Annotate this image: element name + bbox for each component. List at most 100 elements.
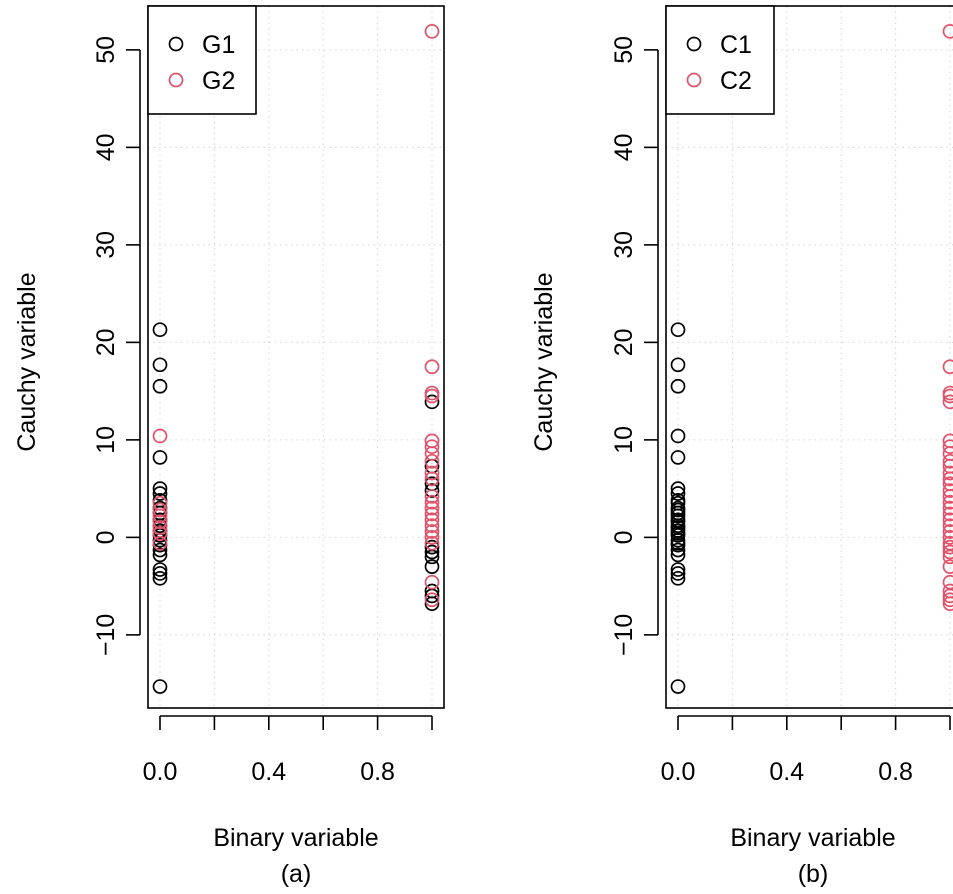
data-point-c2	[942, 549, 953, 565]
data-point-c2	[942, 500, 953, 516]
data-point-g1	[424, 539, 440, 555]
x-tick-label: 0.8	[360, 758, 395, 786]
data-point-g2	[424, 524, 440, 539]
data-point-c2	[942, 596, 953, 612]
data-point-g2	[424, 359, 440, 375]
data-point-g2	[152, 428, 168, 444]
data-point-c2	[942, 489, 953, 504]
data-point-g2	[424, 574, 440, 590]
data-point-g2	[152, 535, 168, 551]
data-point-c2	[942, 24, 953, 39]
y-axis-title: Cauchy variable	[13, 272, 41, 451]
data-point-g1	[424, 483, 440, 498]
data-point-g1	[152, 357, 168, 373]
data-point-c2	[942, 483, 953, 498]
y-tick-label: 40	[610, 133, 638, 161]
data-point-g1	[152, 679, 168, 694]
data-point-c1	[670, 481, 686, 496]
data-point-g1	[424, 544, 440, 560]
y-tick-label: 30	[610, 231, 638, 259]
y-axis-title: Cauchy variable	[530, 272, 558, 451]
data-point-c2	[942, 559, 953, 574]
data-point-c1	[670, 679, 686, 694]
legend-label-g2: G2	[202, 67, 235, 95]
panel-label: (b)	[798, 860, 829, 888]
data-point-g2	[424, 535, 440, 551]
panel-a: 0.0 0.4 0.8 −10 0 10 20 30 40 50 Binary variable (a…	[13, 5, 445, 888]
data-point-g2	[152, 514, 168, 530]
data-point-c1	[670, 547, 686, 563]
data-point-g1	[424, 559, 440, 574]
data-point-g1	[152, 570, 168, 586]
x-axis-title: Binary variable	[213, 824, 378, 852]
data-point-g2	[424, 465, 440, 481]
data-point-g1	[152, 542, 168, 558]
data-point-c1	[670, 322, 686, 338]
data-point-c1	[670, 542, 686, 558]
y-tick-label: −10	[610, 614, 638, 656]
data-point-c2	[942, 359, 953, 375]
data-point-g2	[152, 526, 168, 541]
legend-box	[665, 5, 775, 115]
legend-marker-c2	[686, 72, 702, 88]
data-point-g2	[152, 502, 168, 518]
data-point-c1	[670, 486, 686, 501]
data-point-g2	[424, 512, 440, 528]
data-point-g2	[424, 489, 440, 504]
y-tick-label: 40	[92, 133, 120, 161]
data-point-g2	[424, 471, 440, 487]
y-tick-label: 0	[92, 530, 120, 544]
data-point-c2	[942, 530, 953, 545]
data-point-c2	[942, 592, 953, 608]
y-tick-label: −10	[92, 614, 120, 656]
data-point-g2	[152, 520, 168, 535]
data-point-g1	[152, 450, 168, 465]
data-point-c2	[942, 506, 953, 522]
x-axis-title: Binary variable	[730, 824, 895, 852]
data-point-g1	[152, 378, 168, 394]
data-point-c2	[942, 494, 953, 510]
data-point-c2	[942, 518, 953, 534]
x-tick-label: 0.4	[769, 758, 804, 786]
panel-b: 0.0 0.4 0.8 −10 0 10 20 30 40 50 Binary variable (b…	[530, 5, 953, 888]
data-point-g2	[424, 439, 440, 455]
data-point-c2	[942, 524, 953, 539]
x-tick-label: 0.8	[878, 758, 913, 786]
data-point-g2	[424, 24, 440, 39]
legend-label-c2: C2	[720, 67, 752, 95]
data-point-c1	[670, 508, 686, 524]
data-point-g1	[152, 547, 168, 563]
legend-label-c1: C1	[720, 31, 752, 59]
y-tick-label: 20	[92, 328, 120, 356]
y-tick-label: 50	[92, 36, 120, 64]
data-point-g1	[152, 562, 168, 577]
data-point-g2	[424, 446, 440, 461]
data-point-g2	[152, 508, 168, 524]
legend-box	[147, 5, 257, 115]
x-tick-label: 0.0	[143, 758, 178, 786]
data-point-g2	[424, 388, 440, 404]
data-point-c2	[942, 394, 953, 410]
data-point-c1	[670, 428, 686, 444]
data-point-c1	[670, 570, 686, 586]
data-point-c2	[942, 465, 953, 481]
y-tick-label: 10	[610, 426, 638, 454]
data-point-g2	[424, 453, 440, 469]
panel-label: (a)	[281, 860, 312, 888]
data-point-g2	[424, 500, 440, 516]
data-point-g1	[152, 486, 168, 501]
data-point-g2	[424, 506, 440, 522]
data-point-c2	[942, 512, 953, 528]
data-point-c2	[942, 471, 953, 487]
y-tick-label: 0	[610, 530, 638, 544]
legend-marker-g2	[168, 72, 184, 88]
data-point-c2	[942, 539, 953, 555]
plot-frame	[665, 5, 953, 709]
data-point-c1	[670, 528, 686, 543]
data-point-c2	[942, 544, 953, 560]
data-point-c1	[670, 378, 686, 394]
data-point-c2	[942, 588, 953, 604]
data-point-g1	[424, 394, 440, 410]
data-point-g1	[152, 322, 168, 338]
